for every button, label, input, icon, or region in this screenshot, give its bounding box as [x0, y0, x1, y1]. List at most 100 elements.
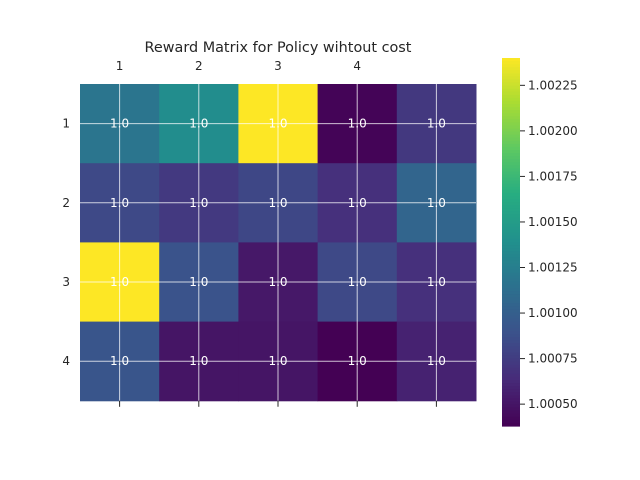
colorbar-tick-label: 1.00125 — [528, 261, 578, 275]
colorbar-segment — [502, 229, 520, 234]
colorbar-segment — [502, 180, 520, 185]
colorbar-segment — [502, 235, 520, 240]
colorbar-segment — [502, 85, 520, 90]
colorbar-tick-label: 1.00175 — [528, 169, 578, 183]
colorbar-segment — [502, 401, 520, 406]
colorbar-segment — [502, 367, 520, 372]
cell-value-label: 1.0 — [348, 196, 367, 210]
colorbar-segment — [502, 199, 520, 203]
colorbar-segment — [502, 303, 520, 307]
colorbar-segment — [502, 358, 520, 363]
colorbar-segment — [502, 337, 520, 341]
colorbar-segment — [502, 128, 520, 133]
colorbar-segment — [502, 352, 520, 357]
colorbar-ticks: 1.00050 1.00075 1.00100 1.00125 1.00150 1.001… — [520, 78, 578, 411]
colorbar-segment — [502, 238, 520, 243]
colorbar-segment — [502, 76, 520, 81]
colorbar-segment — [502, 97, 520, 102]
y-tick-label: 3 — [62, 275, 70, 289]
cell-value-label: 1.0 — [110, 196, 129, 210]
colorbar-segment — [502, 263, 520, 268]
colorbar-segment — [502, 312, 520, 317]
cell-value-label: 1.0 — [189, 117, 208, 131]
colorbar-segment — [502, 266, 520, 271]
colorbar-segment — [502, 119, 520, 123]
colorbar-segment — [502, 315, 520, 320]
cell-value-label: 1.0 — [110, 117, 129, 131]
colorbar-segment — [502, 67, 520, 71]
colorbar-segment — [502, 278, 520, 283]
colorbar-segment — [502, 91, 520, 96]
grid-lines — [80, 84, 476, 401]
colorbar-segment — [502, 205, 520, 209]
colorbar-segment — [502, 146, 520, 151]
colorbar-segment — [502, 383, 520, 387]
colorbar-segment — [502, 220, 520, 225]
colorbar-tick-label: 1.00200 — [528, 124, 578, 138]
cell-value-label: 1.0 — [427, 354, 446, 368]
cell-value-label: 1.0 — [268, 354, 287, 368]
colorbar-segment — [502, 174, 520, 179]
colorbar-segment — [502, 64, 520, 68]
cell-value-label: 1.0 — [189, 275, 208, 289]
colorbar-segment — [502, 110, 520, 114]
colorbar-segment — [502, 125, 520, 130]
cell-value-label: 1.0 — [268, 196, 287, 210]
colorbar-segment — [502, 82, 520, 87]
colorbar-segment — [502, 380, 520, 384]
y-tick-label: 4 — [62, 354, 70, 368]
colorbar-segment — [502, 73, 520, 77]
colorbar-segment — [502, 321, 520, 326]
colorbar-segment — [502, 364, 520, 369]
colorbar-segment — [502, 373, 520, 378]
colorbar-segment — [502, 140, 520, 145]
colorbar-segment — [502, 134, 520, 139]
colorbar-segment — [502, 202, 520, 206]
colorbar-segment — [502, 94, 520, 99]
y-tick-label: 1 — [62, 117, 70, 131]
colorbar-segment — [502, 419, 520, 424]
cell-labels: 1.0 1.0 1.0 1.0 1.0 1.0 1.0 1.0 1.0 1.0 1.0 1.0 1.0 1… — [110, 117, 446, 369]
colorbar-segment — [502, 251, 520, 255]
x-tick-label: 3 — [274, 59, 282, 73]
colorbar-segment — [502, 168, 520, 173]
colorbar-segment — [502, 177, 520, 182]
colorbar-segment — [502, 389, 520, 393]
colorbar-tick-label: 1.00075 — [528, 352, 578, 366]
colorbar-segment — [502, 275, 520, 280]
colorbar-segment — [502, 254, 520, 258]
colorbar-segment — [502, 171, 520, 176]
colorbar-segment — [502, 294, 520, 298]
colorbar-segment — [502, 226, 520, 231]
colorbar-segment — [502, 272, 520, 277]
cell-value-label: 1.0 — [189, 196, 208, 210]
colorbar-segment — [502, 58, 520, 62]
chart-title: Reward Matrix for Policy wihtout cost — [145, 40, 412, 56]
cell-value-label: 1.0 — [348, 117, 367, 131]
cell-value-label: 1.0 — [268, 275, 287, 289]
colorbar-segment — [502, 104, 520, 108]
colorbar-segment — [502, 242, 520, 246]
cell-value-label: 1.0 — [427, 275, 446, 289]
colorbar-segment — [502, 192, 520, 197]
colorbar-segment — [502, 196, 520, 200]
cell-value-label: 1.0 — [427, 117, 446, 131]
colorbar-segment — [502, 340, 520, 344]
colorbar-segment — [502, 404, 520, 409]
colorbar-segment — [502, 269, 520, 274]
colorbar-segment — [502, 165, 520, 169]
colorbar-segment — [502, 107, 520, 111]
colorbar-segment — [502, 422, 520, 427]
x-tick-label: 1 — [116, 59, 124, 73]
cell-value-label: 1.0 — [110, 275, 129, 289]
colorbar-segment — [502, 257, 520, 261]
colorbar-segment — [502, 260, 520, 265]
colorbar-segment — [502, 223, 520, 228]
colorbar-segment — [502, 113, 520, 117]
colorbar-segment — [502, 137, 520, 142]
x-tick-label: 4 — [353, 59, 361, 73]
colorbar-segment — [502, 100, 520, 105]
colorbar-segment — [502, 183, 520, 188]
colorbar-segment — [502, 376, 520, 381]
cell-value-label: 1.0 — [268, 117, 287, 131]
